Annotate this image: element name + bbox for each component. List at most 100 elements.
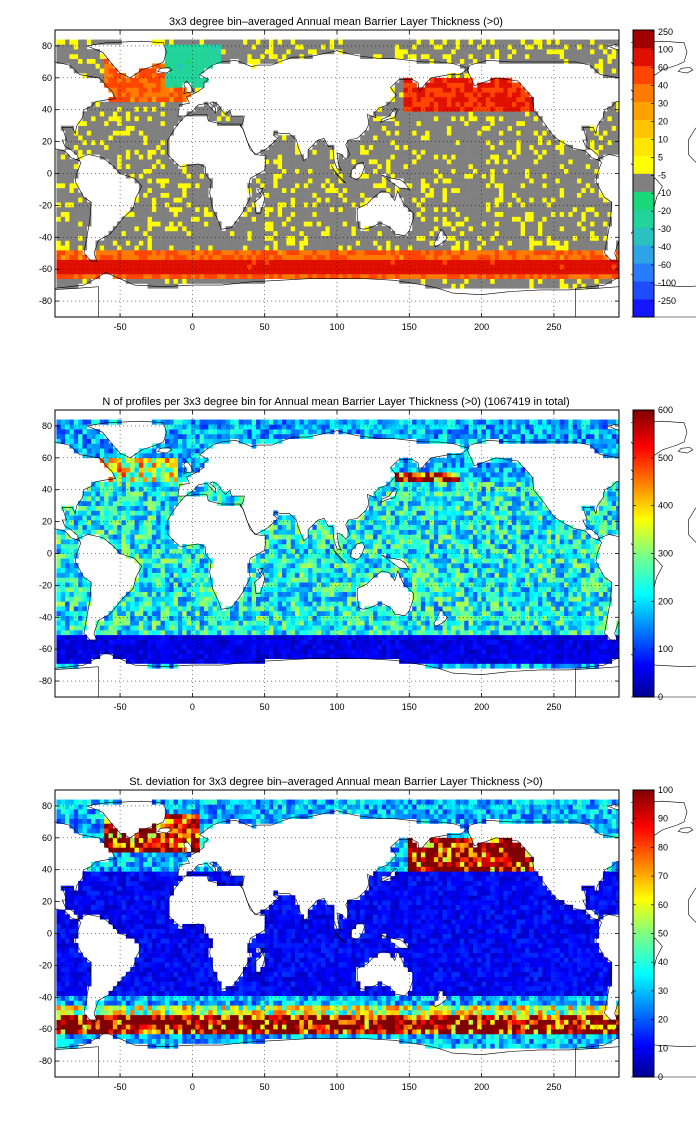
colorbar-tick-label: -20 bbox=[658, 206, 671, 216]
colorbar-swatch bbox=[633, 263, 654, 282]
x-tick-label: 100 bbox=[329, 322, 344, 332]
x-tick-label: 0 bbox=[190, 322, 195, 332]
y-tick-label: 20 bbox=[42, 517, 52, 527]
y-tick-label: 0 bbox=[47, 549, 52, 559]
y-tick-label: 60 bbox=[42, 453, 52, 463]
x-tick-label: 100 bbox=[329, 1082, 344, 1092]
panel-standard-deviation: -50 0 50 100 150 200 250806040200-20-40-60-800… bbox=[0, 776, 696, 1092]
colorbar-gradient bbox=[633, 410, 654, 697]
colorbar-tick-label: 250 bbox=[658, 27, 673, 37]
y-tick-label: -80 bbox=[39, 676, 52, 686]
colorbar-swatch bbox=[633, 227, 654, 246]
x-tick-label: 200 bbox=[474, 322, 489, 332]
y-tick-label: 80 bbox=[42, 421, 52, 431]
data-cells bbox=[56, 39, 621, 289]
colorbar-swatch bbox=[633, 119, 654, 138]
y-tick-label: -40 bbox=[39, 992, 52, 1002]
colorbar-tick-label: 200 bbox=[658, 596, 673, 606]
y-tick-label: -80 bbox=[39, 296, 52, 306]
colorbar-swatch bbox=[633, 101, 654, 120]
panel-title: 3x3 degree bin–averaged Annual mean Barr… bbox=[169, 16, 503, 28]
colorbar-swatch bbox=[633, 65, 654, 85]
colorbar-tick-label: 80 bbox=[658, 842, 668, 852]
x-tick-label: 150 bbox=[402, 1082, 417, 1092]
colorbar-tick-label: 10 bbox=[658, 134, 668, 144]
colorbar-tick-label: 60 bbox=[658, 900, 668, 910]
colorbar-swatch bbox=[633, 30, 654, 49]
colorbar-frame bbox=[632, 789, 655, 1078]
y-tick-label: 60 bbox=[42, 73, 52, 83]
x-tick-label: 50 bbox=[260, 322, 270, 332]
y-tick-label: 80 bbox=[42, 801, 52, 811]
y-tick-label: -80 bbox=[39, 1056, 52, 1066]
colorbar-tick-label: 30 bbox=[658, 99, 668, 109]
y-tick-label: -60 bbox=[39, 644, 52, 654]
x-tick-label: 100 bbox=[329, 702, 344, 712]
colorbar-swatch bbox=[633, 209, 654, 228]
y-tick-label: 20 bbox=[42, 897, 52, 907]
colorbar-swatch bbox=[633, 299, 654, 318]
y-tick-label: -60 bbox=[39, 1024, 52, 1034]
colorbar-tick-label: -5 bbox=[658, 170, 666, 180]
colorbar-tick-label: -60 bbox=[658, 260, 671, 270]
colorbar-frame bbox=[632, 29, 655, 318]
grid bbox=[55, 790, 619, 1077]
y-tick-label: 60 bbox=[42, 833, 52, 843]
y-tick-label: 0 bbox=[47, 929, 52, 939]
colorbar-swatch bbox=[633, 155, 654, 174]
x-tick-label: 50 bbox=[260, 702, 270, 712]
panel-title: N of profiles per 3x3 degree bin for Ann… bbox=[102, 396, 569, 408]
colorbar-tick-label: -40 bbox=[658, 242, 671, 252]
colorbar-tick-label: 90 bbox=[658, 814, 668, 824]
x-tick-label: 250 bbox=[546, 1082, 561, 1092]
x-tick-label: 150 bbox=[402, 702, 417, 712]
plot-frame bbox=[54, 789, 620, 1078]
x-tick-label: -50 bbox=[114, 702, 127, 712]
colorbar: 0 10 20 30 40 50 60 70 80 90 100 bbox=[632, 785, 673, 1082]
y-tick-label: -60 bbox=[39, 264, 52, 274]
colorbar-swatch bbox=[633, 173, 654, 192]
panel-profile-count: -50 0 50 100 150 200 250806040200-20-40-60-800… bbox=[0, 396, 696, 712]
colorbar-swatch bbox=[633, 245, 654, 264]
colorbar: 0 100 200 300 400 500 600 bbox=[632, 405, 673, 702]
colorbar-tick-label: 100 bbox=[658, 45, 673, 55]
grid bbox=[55, 410, 619, 697]
y-tick-label: 0 bbox=[47, 169, 52, 179]
colorbar-tick-label: -30 bbox=[658, 224, 671, 234]
grid bbox=[55, 30, 619, 317]
colorbar-tick-label: -250 bbox=[658, 296, 676, 306]
x-tick-label: 250 bbox=[546, 322, 561, 332]
y-tick-label: -20 bbox=[39, 580, 52, 590]
y-tick-label: -40 bbox=[39, 232, 52, 242]
y-tick-label: 40 bbox=[42, 105, 52, 115]
plot-frame bbox=[54, 409, 620, 698]
colorbar-tick-label: 40 bbox=[658, 957, 668, 967]
x-tick-label: -50 bbox=[114, 322, 127, 332]
x-tick-label: 200 bbox=[474, 702, 489, 712]
y-tick-label: -20 bbox=[39, 200, 52, 210]
colorbar: -250 -100 -60 -40 -30 -20 -10 -5 5 10 20 30 40 60 100 2… bbox=[632, 27, 676, 318]
colorbar-swatch bbox=[633, 137, 654, 156]
panel-title: St. deviation for 3x3 degree bin–average… bbox=[129, 776, 542, 788]
colorbar-tick-label: -10 bbox=[658, 188, 671, 198]
colorbar-tick-label: 10 bbox=[658, 1043, 668, 1053]
colorbar-tick-label: 60 bbox=[658, 63, 668, 73]
colorbar-tick-label: 600 bbox=[658, 405, 673, 415]
x-tick-label: 0 bbox=[190, 702, 195, 712]
colorbar-tick-label: 100 bbox=[658, 644, 673, 654]
x-tick-label: -50 bbox=[114, 1082, 127, 1092]
x-tick-label: 200 bbox=[474, 1082, 489, 1092]
colorbar-tick-label: 0 bbox=[658, 1072, 663, 1082]
colorbar-frame bbox=[632, 409, 655, 698]
colorbar-tick-label: 300 bbox=[658, 549, 673, 559]
x-tick-label: 50 bbox=[260, 1082, 270, 1092]
colorbar-tick-label: 100 bbox=[658, 785, 673, 795]
colorbar-tick-label: 20 bbox=[658, 116, 668, 126]
colorbar-tick-label: -100 bbox=[658, 278, 676, 288]
y-tick-label: -20 bbox=[39, 960, 52, 970]
colorbar-tick-label: 20 bbox=[658, 1015, 668, 1025]
colorbar-tick-label: 0 bbox=[658, 692, 663, 702]
colorbar-tick-label: 500 bbox=[658, 453, 673, 463]
y-tick-label: 40 bbox=[42, 865, 52, 875]
